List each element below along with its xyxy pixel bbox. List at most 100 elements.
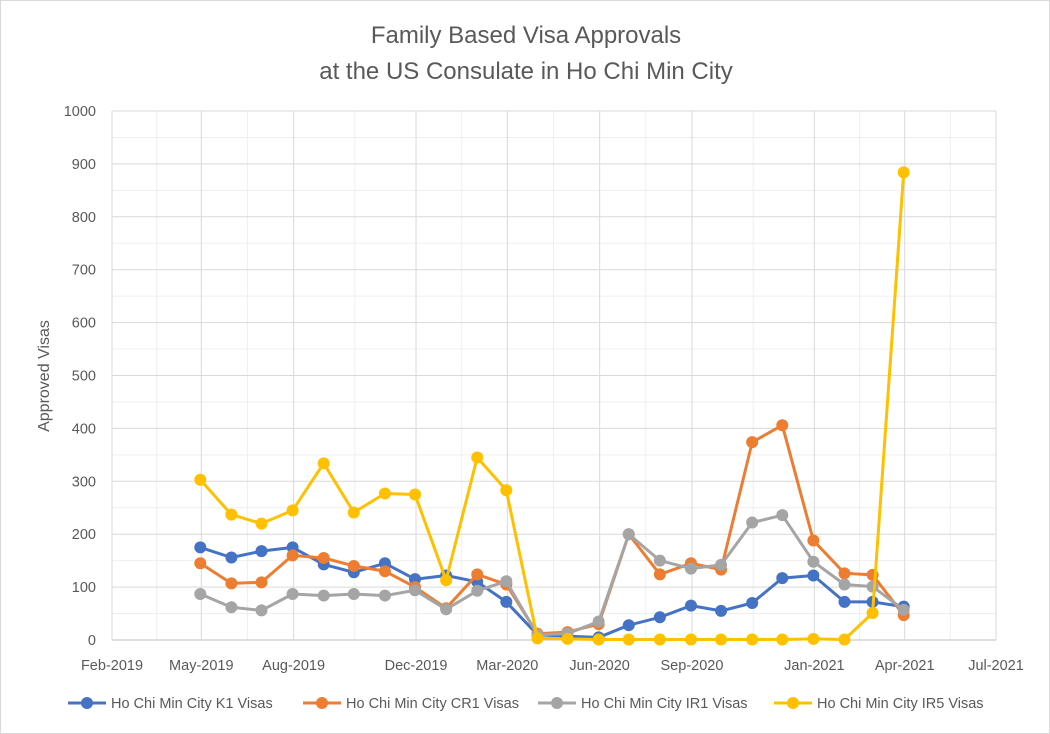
data-point (255, 517, 268, 530)
data-point (776, 633, 789, 646)
gridlines (111, 110, 997, 641)
data-point (471, 584, 484, 597)
data-point (897, 603, 910, 616)
y-tick-label: 700 (72, 263, 96, 279)
data-point (255, 576, 268, 589)
data-point (746, 516, 759, 529)
data-point (838, 633, 851, 646)
data-point (378, 565, 391, 578)
y-tick-label: 600 (72, 316, 96, 332)
legend: Ho Chi Min City K1 Visas Ho Chi Min City … (68, 696, 984, 712)
legend-marker (316, 697, 328, 709)
data-point (838, 595, 851, 608)
data-point (225, 551, 238, 564)
legend-label: Ho Chi Min City IR1 Visas (581, 696, 748, 712)
x-tick-label: Dec-2019 (385, 658, 448, 674)
data-point (378, 589, 391, 602)
x-tick-label: Apr-2021 (875, 658, 935, 674)
x-tick-label: Jan-2021 (784, 658, 844, 674)
y-tick-label: 1000 (64, 104, 96, 120)
data-point (500, 575, 513, 588)
data-point (776, 419, 789, 432)
x-tick-label: Feb-2019 (81, 658, 143, 674)
data-point (317, 552, 330, 565)
data-point (194, 587, 207, 600)
x-tick-label: Sep-2020 (661, 658, 724, 674)
data-point (684, 633, 697, 646)
data-point (561, 632, 574, 645)
legend-label: Ho Chi Min City CR1 Visas (346, 696, 519, 712)
data-point (347, 506, 360, 519)
data-point (225, 577, 238, 590)
y-tick-label: 500 (72, 369, 96, 385)
legend-item-4: Ho Chi Min City IR5 Visas (774, 696, 984, 712)
data-point (225, 508, 238, 521)
data-point (807, 534, 820, 547)
data-point (715, 604, 728, 617)
chart-title-line-2: at the US Consulate in Ho Chi Min City (319, 58, 733, 85)
data-point (286, 587, 299, 600)
series-line (199, 172, 906, 641)
series-lines (194, 166, 910, 646)
legend-marker (81, 697, 93, 709)
y-tick-label: 100 (72, 580, 96, 596)
x-tick-label: Mar-2020 (476, 658, 538, 674)
x-tick-label: May-2019 (169, 658, 233, 674)
data-point (440, 574, 453, 587)
series-2 (194, 419, 910, 640)
data-point (194, 541, 207, 554)
series-line (199, 423, 905, 636)
legend-item-2: Ho Chi Min City CR1 Visas (303, 696, 519, 712)
data-point (500, 484, 513, 497)
data-point (471, 568, 484, 581)
data-point (347, 587, 360, 600)
data-point (317, 457, 330, 470)
data-point (746, 436, 759, 449)
data-point (409, 584, 422, 597)
data-point (866, 580, 879, 593)
data-point (746, 633, 759, 646)
data-point (440, 603, 453, 616)
y-axis-tick-labels: 0 100 200 300 400 500 600 700 800 900 1000 (64, 104, 96, 649)
x-tick-label: Jun-2020 (569, 658, 629, 674)
legend-marker (787, 697, 799, 709)
data-point (807, 632, 820, 645)
y-tick-label: 300 (72, 474, 96, 490)
y-tick-label: 400 (72, 421, 96, 437)
data-point (653, 611, 666, 624)
data-point (684, 562, 697, 575)
data-point (897, 166, 910, 179)
x-tick-label: Aug-2019 (262, 658, 325, 674)
x-tick-label: Jul-2021 (968, 658, 1024, 674)
data-point (317, 589, 330, 602)
legend-label: Ho Chi Min City K1 Visas (111, 696, 273, 712)
data-point (255, 604, 268, 617)
data-point (807, 555, 820, 568)
legend-marker (551, 697, 563, 709)
data-point (838, 578, 851, 591)
data-point (622, 619, 635, 632)
data-point (194, 473, 207, 486)
chart-title: Family Based Visa Approvals at the US Co… (319, 22, 733, 85)
data-point (622, 633, 635, 646)
data-point (866, 607, 879, 620)
data-point (378, 487, 391, 500)
data-point (622, 528, 635, 541)
data-point (225, 601, 238, 614)
data-point (347, 559, 360, 572)
data-point (715, 558, 728, 571)
data-point (653, 554, 666, 567)
data-point (776, 572, 789, 585)
data-point (715, 633, 728, 646)
data-point (592, 633, 605, 646)
data-point (776, 509, 789, 522)
legend-label: Ho Chi Min City IR5 Visas (817, 696, 984, 712)
data-point (194, 557, 207, 570)
data-point (684, 599, 697, 612)
x-axis-tick-labels: Feb-2019 May-2019 Aug-2019 Dec-2019 Mar-2020… (81, 658, 1024, 674)
series-4 (194, 166, 910, 646)
data-point (531, 632, 544, 645)
y-tick-label: 200 (72, 527, 96, 543)
